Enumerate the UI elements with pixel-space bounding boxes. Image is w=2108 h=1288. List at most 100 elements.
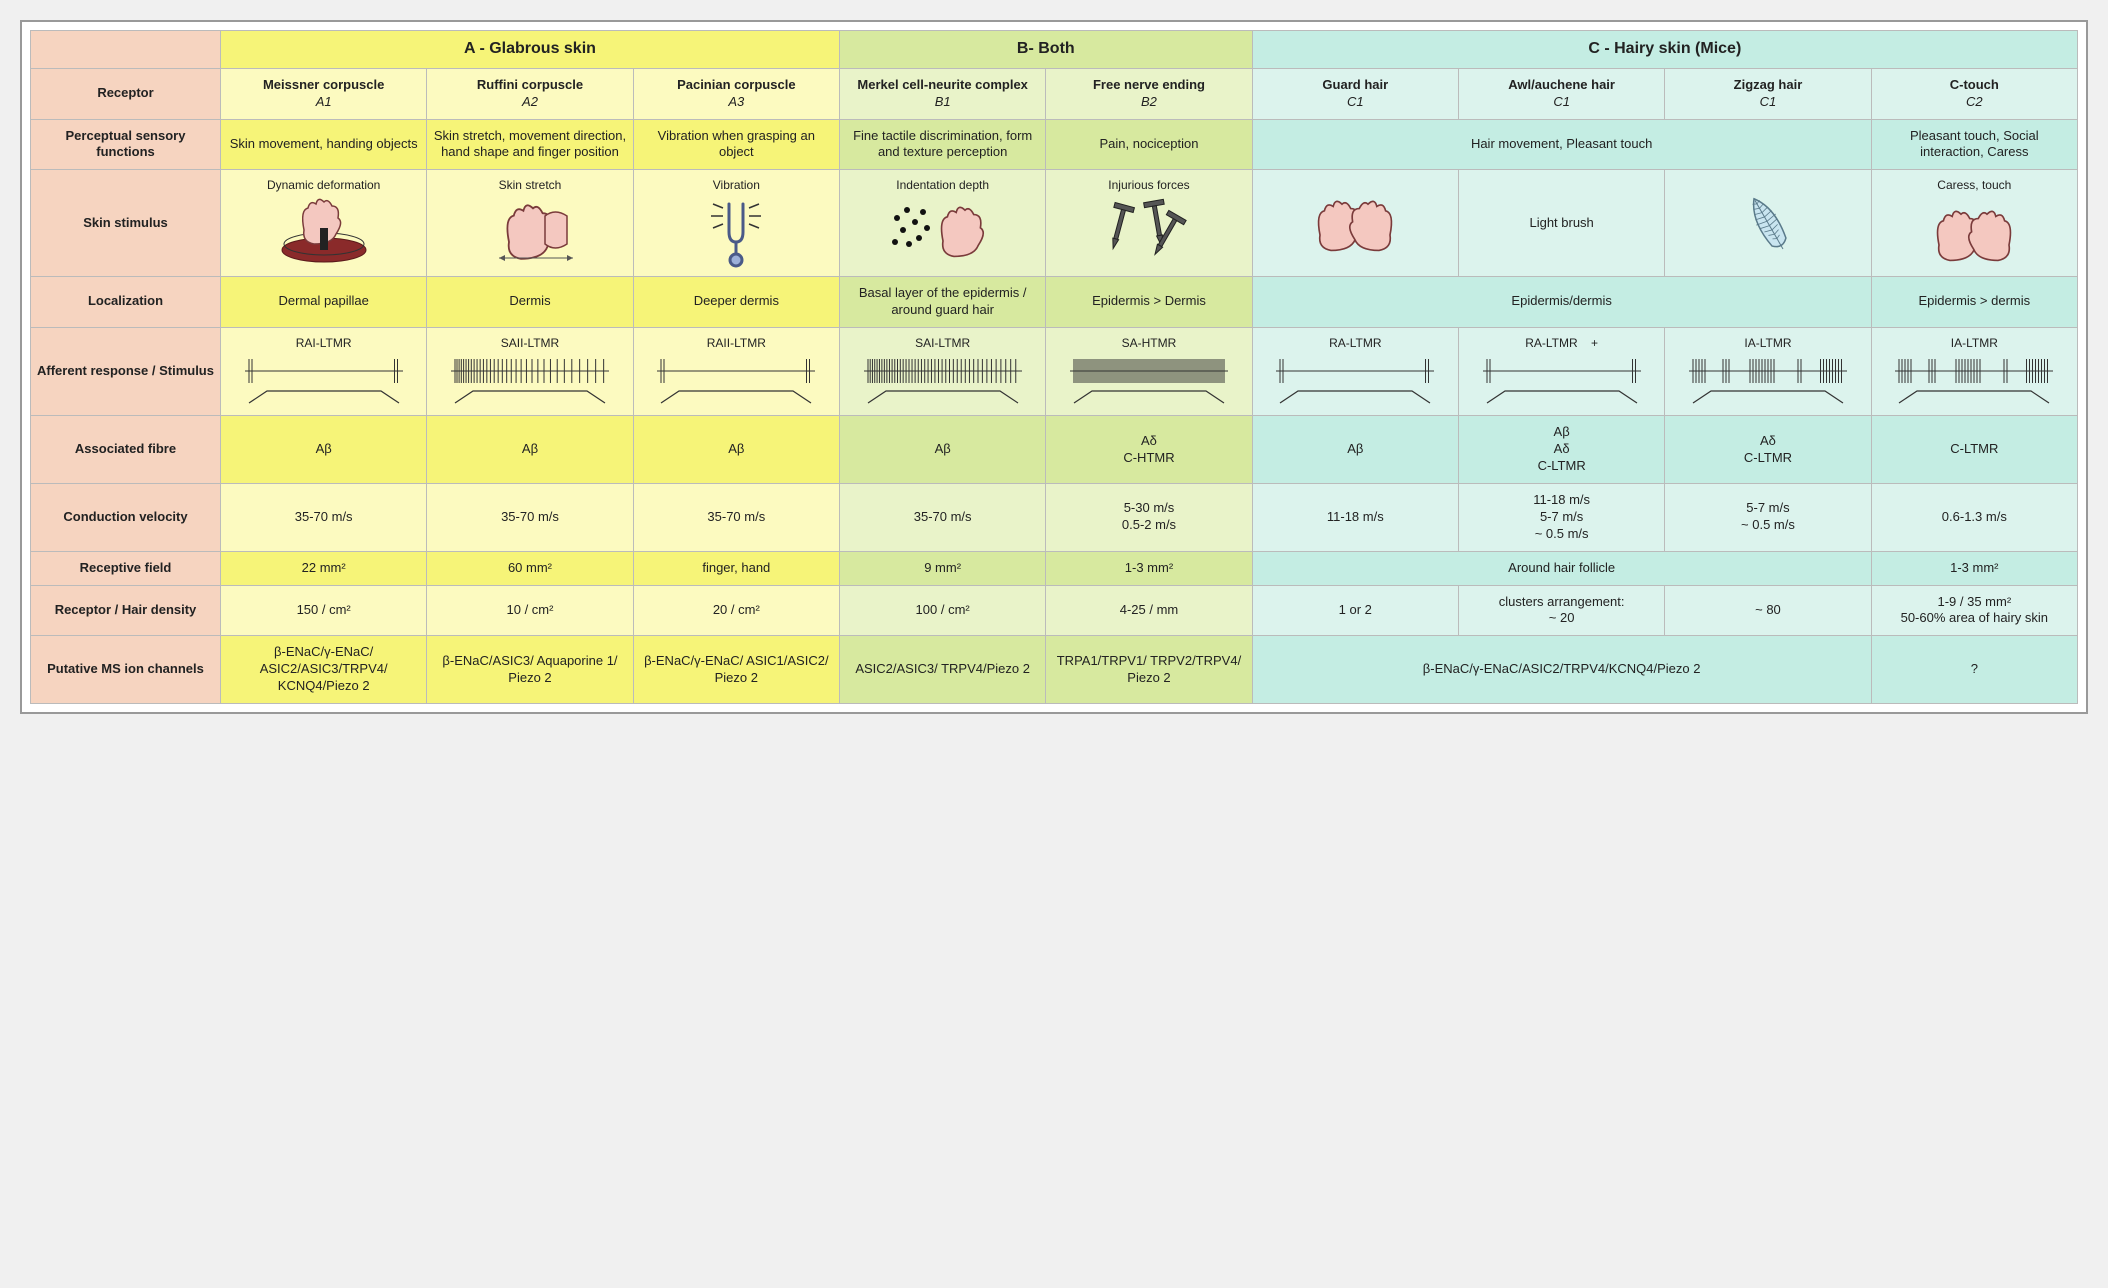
functions-A1: Skin movement, handing objects <box>221 119 427 170</box>
spike-diagram-C1c <box>1671 353 1864 407</box>
rowlabel-receptor: Receptor <box>31 68 221 119</box>
field-C2: 1-3 mm² <box>1871 551 2077 585</box>
rowlabel-field: Receptive field <box>31 551 221 585</box>
afferent-C1b: RA-LTMR + <box>1458 327 1664 416</box>
receptor-A1: Meissner corpuscleA1 <box>221 68 427 119</box>
section-c-header: C - Hairy skin (Mice) <box>1252 31 2077 69</box>
section-a-header: A - Glabrous skin <box>221 31 840 69</box>
channels-C2: ? <box>1871 636 2077 704</box>
stimulus-A2: Skin stretch <box>427 170 633 277</box>
functions-C2: Pleasant touch, Social interaction, Care… <box>1871 119 2077 170</box>
afferent-C1a: RA-LTMR <box>1252 327 1458 416</box>
velocity-A2: 35-70 m/s <box>427 484 633 552</box>
fibre-A2: Aβ <box>427 416 633 484</box>
density-C2: 1-9 / 35 mm²50-60% area of hairy skin <box>1871 585 2077 636</box>
channels-B2: TRPA1/TRPV1/ TRPV2/TRPV4/ Piezo 2 <box>1046 636 1252 704</box>
stimulus-C2: Caress, touch <box>1871 170 2077 277</box>
afferent-row: Afferent response / Stimulus RAI-LTMR SA… <box>31 327 2078 416</box>
velocity-C1b: 11-18 m/s5-7 m/s~ 0.5 m/s <box>1458 484 1664 552</box>
channels-row: Putative MS ion channels β-ENaC/γ-ENaC/ … <box>31 636 2078 704</box>
velocity-B2: 5-30 m/s0.5-2 m/s <box>1046 484 1252 552</box>
indent-icon <box>846 198 1039 268</box>
stimulus-A3: Vibration <box>633 170 839 277</box>
localization-C2: Epidermis > dermis <box>1871 276 2077 327</box>
nails-icon <box>1052 198 1245 268</box>
stimulus-C1a <box>1252 170 1458 277</box>
density-C1a: 1 or 2 <box>1252 585 1458 636</box>
afferent-B2: SA-HTMR <box>1046 327 1252 416</box>
localization-B2: Epidermis > Dermis <box>1046 276 1252 327</box>
receptor-C1a: Guard hairC1 <box>1252 68 1458 119</box>
density-B2: 4-25 / mm <box>1046 585 1252 636</box>
rowlabel-channels: Putative MS ion channels <box>31 636 221 704</box>
afferent-A2: SAII-LTMR <box>427 327 633 416</box>
brush-hand-right-icon <box>1878 198 2071 268</box>
section-b-header: B- Both <box>839 31 1252 69</box>
fibre-A3: Aβ <box>633 416 839 484</box>
receptor-B2: Free nerve endingB2 <box>1046 68 1252 119</box>
velocity-A3: 35-70 m/s <box>633 484 839 552</box>
rowlabel-velocity: Conduction velocity <box>31 484 221 552</box>
tuningfork-icon <box>640 198 833 268</box>
fibre-C1b: AβAδC-LTMR <box>1458 416 1664 484</box>
mechanoreceptor-table: A - Glabrous skin B- Both C - Hairy skin… <box>30 30 2078 704</box>
functions-B1: Fine tactile discrimination, form and te… <box>839 119 1045 170</box>
spike-diagram-A3 <box>640 353 833 407</box>
field-A2: 60 mm² <box>427 551 633 585</box>
channels-A1: β-ENaC/γ-ENaC/ ASIC2/ASIC3/TRPV4/ KCNQ4/… <box>221 636 427 704</box>
density-row: Receptor / Hair density 150 / cm² 10 / c… <box>31 585 2078 636</box>
stimulus-A1: Dynamic deformation <box>221 170 427 277</box>
functions-row: Perceptual sensory functions Skin moveme… <box>31 119 2078 170</box>
velocity-row: Conduction velocity 35-70 m/s 35-70 m/s … <box>31 484 2078 552</box>
stimulus-C1c <box>1665 170 1871 277</box>
field-C-hair: Around hair follicle <box>1252 551 1871 585</box>
afferent-C1c: IA-LTMR <box>1665 327 1871 416</box>
rowlabel-localization: Localization <box>31 276 221 327</box>
functions-B2: Pain, nociception <box>1046 119 1252 170</box>
channels-C-hair: β-ENaC/γ-ENaC/ASIC2/TRPV4/KCNQ4/Piezo 2 <box>1252 636 1871 704</box>
functions-C-hair: Hair movement, Pleasant touch <box>1252 119 1871 170</box>
density-B1: 100 / cm² <box>839 585 1045 636</box>
receptor-C1b: Awl/auchene hairC1 <box>1458 68 1664 119</box>
fibre-B1: Aβ <box>839 416 1045 484</box>
stimulus-C1b: Light brush <box>1458 170 1664 277</box>
brush-hand-left-icon <box>1259 188 1452 258</box>
field-B1: 9 mm² <box>839 551 1045 585</box>
receptor-A2: Ruffini corpuscleA2 <box>427 68 633 119</box>
afferent-A1: RAI-LTMR <box>221 327 427 416</box>
receptor-row: Receptor Meissner corpuscleA1 Ruffini co… <box>31 68 2078 119</box>
fibre-A1: Aβ <box>221 416 427 484</box>
spike-diagram-B1 <box>846 353 1039 407</box>
localization-A1: Dermal papillae <box>221 276 427 327</box>
functions-A2: Skin stretch, movement direction, hand s… <box>427 119 633 170</box>
functions-A3: Vibration when grasping an object <box>633 119 839 170</box>
spike-diagram-C2 <box>1878 353 2071 407</box>
velocity-C2: 0.6-1.3 m/s <box>1871 484 2077 552</box>
field-A1: 22 mm² <box>221 551 427 585</box>
fibre-row: Associated fibre Aβ Aβ Aβ Aβ AδC-HTMR Aβ… <box>31 416 2078 484</box>
density-A3: 20 / cm² <box>633 585 839 636</box>
fibre-B2: AδC-HTMR <box>1046 416 1252 484</box>
rowlabel-functions: Perceptual sensory functions <box>31 119 221 170</box>
stimulus-B2: Injurious forces <box>1046 170 1252 277</box>
afferent-A3: RAII-LTMR <box>633 327 839 416</box>
deformation-icon <box>227 198 420 268</box>
afferent-C2: IA-LTMR <box>1871 327 2077 416</box>
velocity-B1: 35-70 m/s <box>839 484 1045 552</box>
section-header-row: A - Glabrous skin B- Both C - Hairy skin… <box>31 31 2078 69</box>
channels-A2: β-ENaC/ASIC3/ Aquaporine 1/ Piezo 2 <box>427 636 633 704</box>
stretch-icon <box>433 198 626 268</box>
spike-diagram-C1b <box>1465 353 1658 407</box>
spike-diagram-A1 <box>227 353 420 407</box>
mechanoreceptor-table-figure: A - Glabrous skin B- Both C - Hairy skin… <box>20 20 2088 714</box>
density-C1b: clusters arrangement:~ 20 <box>1458 585 1664 636</box>
feather-icon <box>1671 188 1864 258</box>
stimulus-row: Skin stimulus Dynamic deformation Skin s… <box>31 170 2078 277</box>
localization-C-hair: Epidermis/dermis <box>1252 276 1871 327</box>
localization-A3: Deeper dermis <box>633 276 839 327</box>
localization-A2: Dermis <box>427 276 633 327</box>
velocity-C1c: 5-7 m/s~ 0.5 m/s <box>1665 484 1871 552</box>
fibre-C2: C-LTMR <box>1871 416 2077 484</box>
field-B2: 1-3 mm² <box>1046 551 1252 585</box>
channels-B1: ASIC2/ASIC3/ TRPV4/Piezo 2 <box>839 636 1045 704</box>
